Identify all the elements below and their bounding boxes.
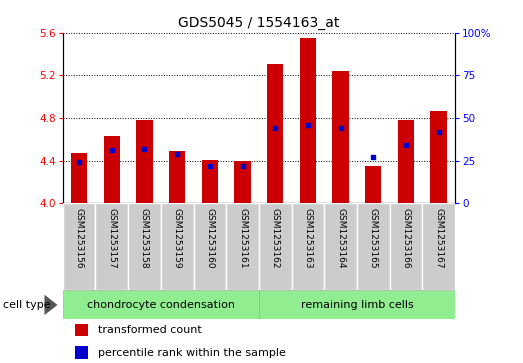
Bar [267, 64, 283, 203]
Bar [74, 346, 88, 359]
Text: GSM1253159: GSM1253159 [173, 208, 181, 268]
Bar [430, 110, 447, 203]
Text: GSM1253157: GSM1253157 [107, 208, 116, 268]
Bar [63, 203, 95, 290]
Bar [137, 120, 153, 203]
Text: GSM1253158: GSM1253158 [140, 208, 149, 268]
Text: chondrocyte condensation: chondrocyte condensation [87, 300, 235, 310]
Bar [71, 153, 87, 203]
Text: GSM1253160: GSM1253160 [206, 208, 214, 268]
Text: transformed count: transformed count [98, 325, 202, 335]
Bar [95, 203, 128, 290]
Bar [74, 324, 88, 336]
Title: GDS5045 / 1554163_at: GDS5045 / 1554163_at [178, 16, 339, 30]
Bar [357, 203, 390, 290]
Text: GSM1253162: GSM1253162 [271, 208, 280, 268]
Bar [300, 38, 316, 203]
Bar [423, 203, 455, 290]
Bar [104, 136, 120, 203]
Text: GSM1253156: GSM1253156 [75, 208, 84, 268]
Bar [202, 160, 218, 203]
Bar [128, 203, 161, 290]
Text: GSM1253163: GSM1253163 [303, 208, 312, 268]
Text: remaining limb cells: remaining limb cells [301, 300, 413, 310]
Bar [226, 203, 259, 290]
Bar [161, 203, 194, 290]
Bar [324, 203, 357, 290]
Bar [169, 151, 185, 203]
Bar [259, 290, 455, 319]
Bar [63, 290, 259, 319]
Bar [259, 203, 292, 290]
Text: GSM1253164: GSM1253164 [336, 208, 345, 268]
Bar [390, 203, 423, 290]
Bar [333, 71, 349, 203]
Text: GSM1253167: GSM1253167 [434, 208, 443, 268]
Bar [194, 203, 226, 290]
Bar [234, 160, 251, 203]
Bar [365, 166, 381, 203]
Text: cell type: cell type [3, 300, 50, 310]
Bar [398, 120, 414, 203]
Polygon shape [44, 295, 58, 315]
Bar [292, 203, 324, 290]
Text: GSM1253165: GSM1253165 [369, 208, 378, 268]
Text: GSM1253161: GSM1253161 [238, 208, 247, 268]
Text: percentile rank within the sample: percentile rank within the sample [98, 348, 286, 358]
Text: GSM1253166: GSM1253166 [402, 208, 411, 268]
